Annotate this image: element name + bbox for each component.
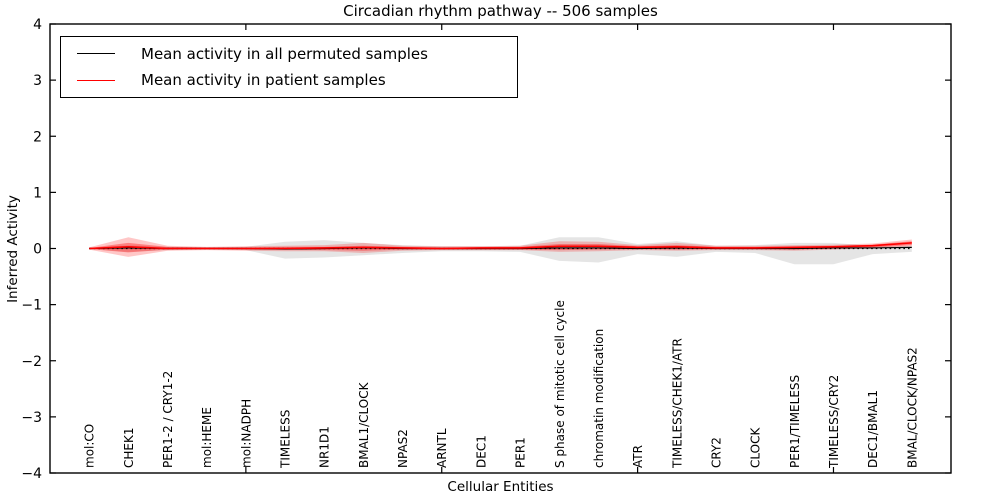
legend-entry-label: Mean activity in all permuted samples bbox=[141, 44, 428, 63]
chart-title: Circadian rhythm pathway -- 506 samples bbox=[343, 2, 658, 20]
y-tick-label: 2 bbox=[33, 129, 42, 145]
x-axis-label: Cellular Entities bbox=[447, 479, 554, 495]
y-tick-label: −1 bbox=[21, 298, 42, 314]
y-tick-label: −2 bbox=[21, 354, 42, 370]
y-tick-label: 1 bbox=[33, 185, 42, 201]
legend: Mean activity in all permuted samples Me… bbox=[60, 36, 518, 98]
y-tick-label: −3 bbox=[21, 410, 42, 426]
band-patient-samples-range-inner bbox=[89, 241, 912, 253]
red-line-swatch-icon bbox=[77, 79, 115, 81]
x-entity-label: TIMELESS/CRY2 bbox=[827, 375, 841, 469]
black-line-swatch-icon bbox=[77, 53, 115, 55]
x-entity-label: DEC1 bbox=[474, 435, 488, 468]
y-tick-label: −4 bbox=[21, 466, 42, 482]
x-entity-label: DEC1/BMAL1 bbox=[866, 390, 880, 468]
y-tick-label: 4 bbox=[33, 17, 42, 33]
x-entity-label: PER1 bbox=[514, 437, 528, 468]
legend-entry-patient: Mean activity in patient samples bbox=[71, 68, 507, 92]
x-entity-label: ATR bbox=[631, 445, 645, 468]
x-entity-label: NPAS2 bbox=[396, 429, 410, 468]
legend-entry-label: Mean activity in patient samples bbox=[141, 71, 386, 90]
x-entity-label: CHEK1 bbox=[122, 428, 136, 469]
legend-entry-permuted: Mean activity in all permuted samples bbox=[71, 42, 507, 66]
x-entity-label: PER1-2 / CRY1-2 bbox=[161, 371, 175, 468]
x-entity-label: CRY2 bbox=[709, 437, 723, 468]
x-entity-label: chromatin modification bbox=[592, 329, 606, 468]
x-entity-label: NR1D1 bbox=[318, 426, 332, 468]
x-entity-label: mol:CO bbox=[83, 424, 97, 468]
x-entity-label: BMAL1/CLOCK bbox=[357, 381, 371, 468]
x-entity-label: ARNTL bbox=[435, 428, 449, 468]
y-tick-label: 0 bbox=[33, 242, 42, 258]
x-entity-label: mol:HEME bbox=[200, 407, 214, 468]
band-patient-samples-range-outer bbox=[89, 237, 912, 257]
x-entity-label: S phase of mitotic cell cycle bbox=[553, 300, 567, 468]
x-entity-label: mol:NADPH bbox=[239, 399, 253, 468]
x-entity-label: TIMELESS/CHEK1/ATR bbox=[670, 338, 684, 469]
x-entity-label: CLOCK bbox=[749, 427, 763, 468]
x-entity-label: TIMELESS bbox=[279, 410, 293, 469]
band-permuted-samples-range bbox=[89, 237, 912, 265]
series-line-patient bbox=[89, 242, 912, 250]
x-entity-label: BMAL/CLOCK/NPAS2 bbox=[905, 347, 919, 468]
y-tick-label: 3 bbox=[33, 73, 42, 89]
x-entity-label: PER1/TIMELESS bbox=[788, 375, 802, 468]
